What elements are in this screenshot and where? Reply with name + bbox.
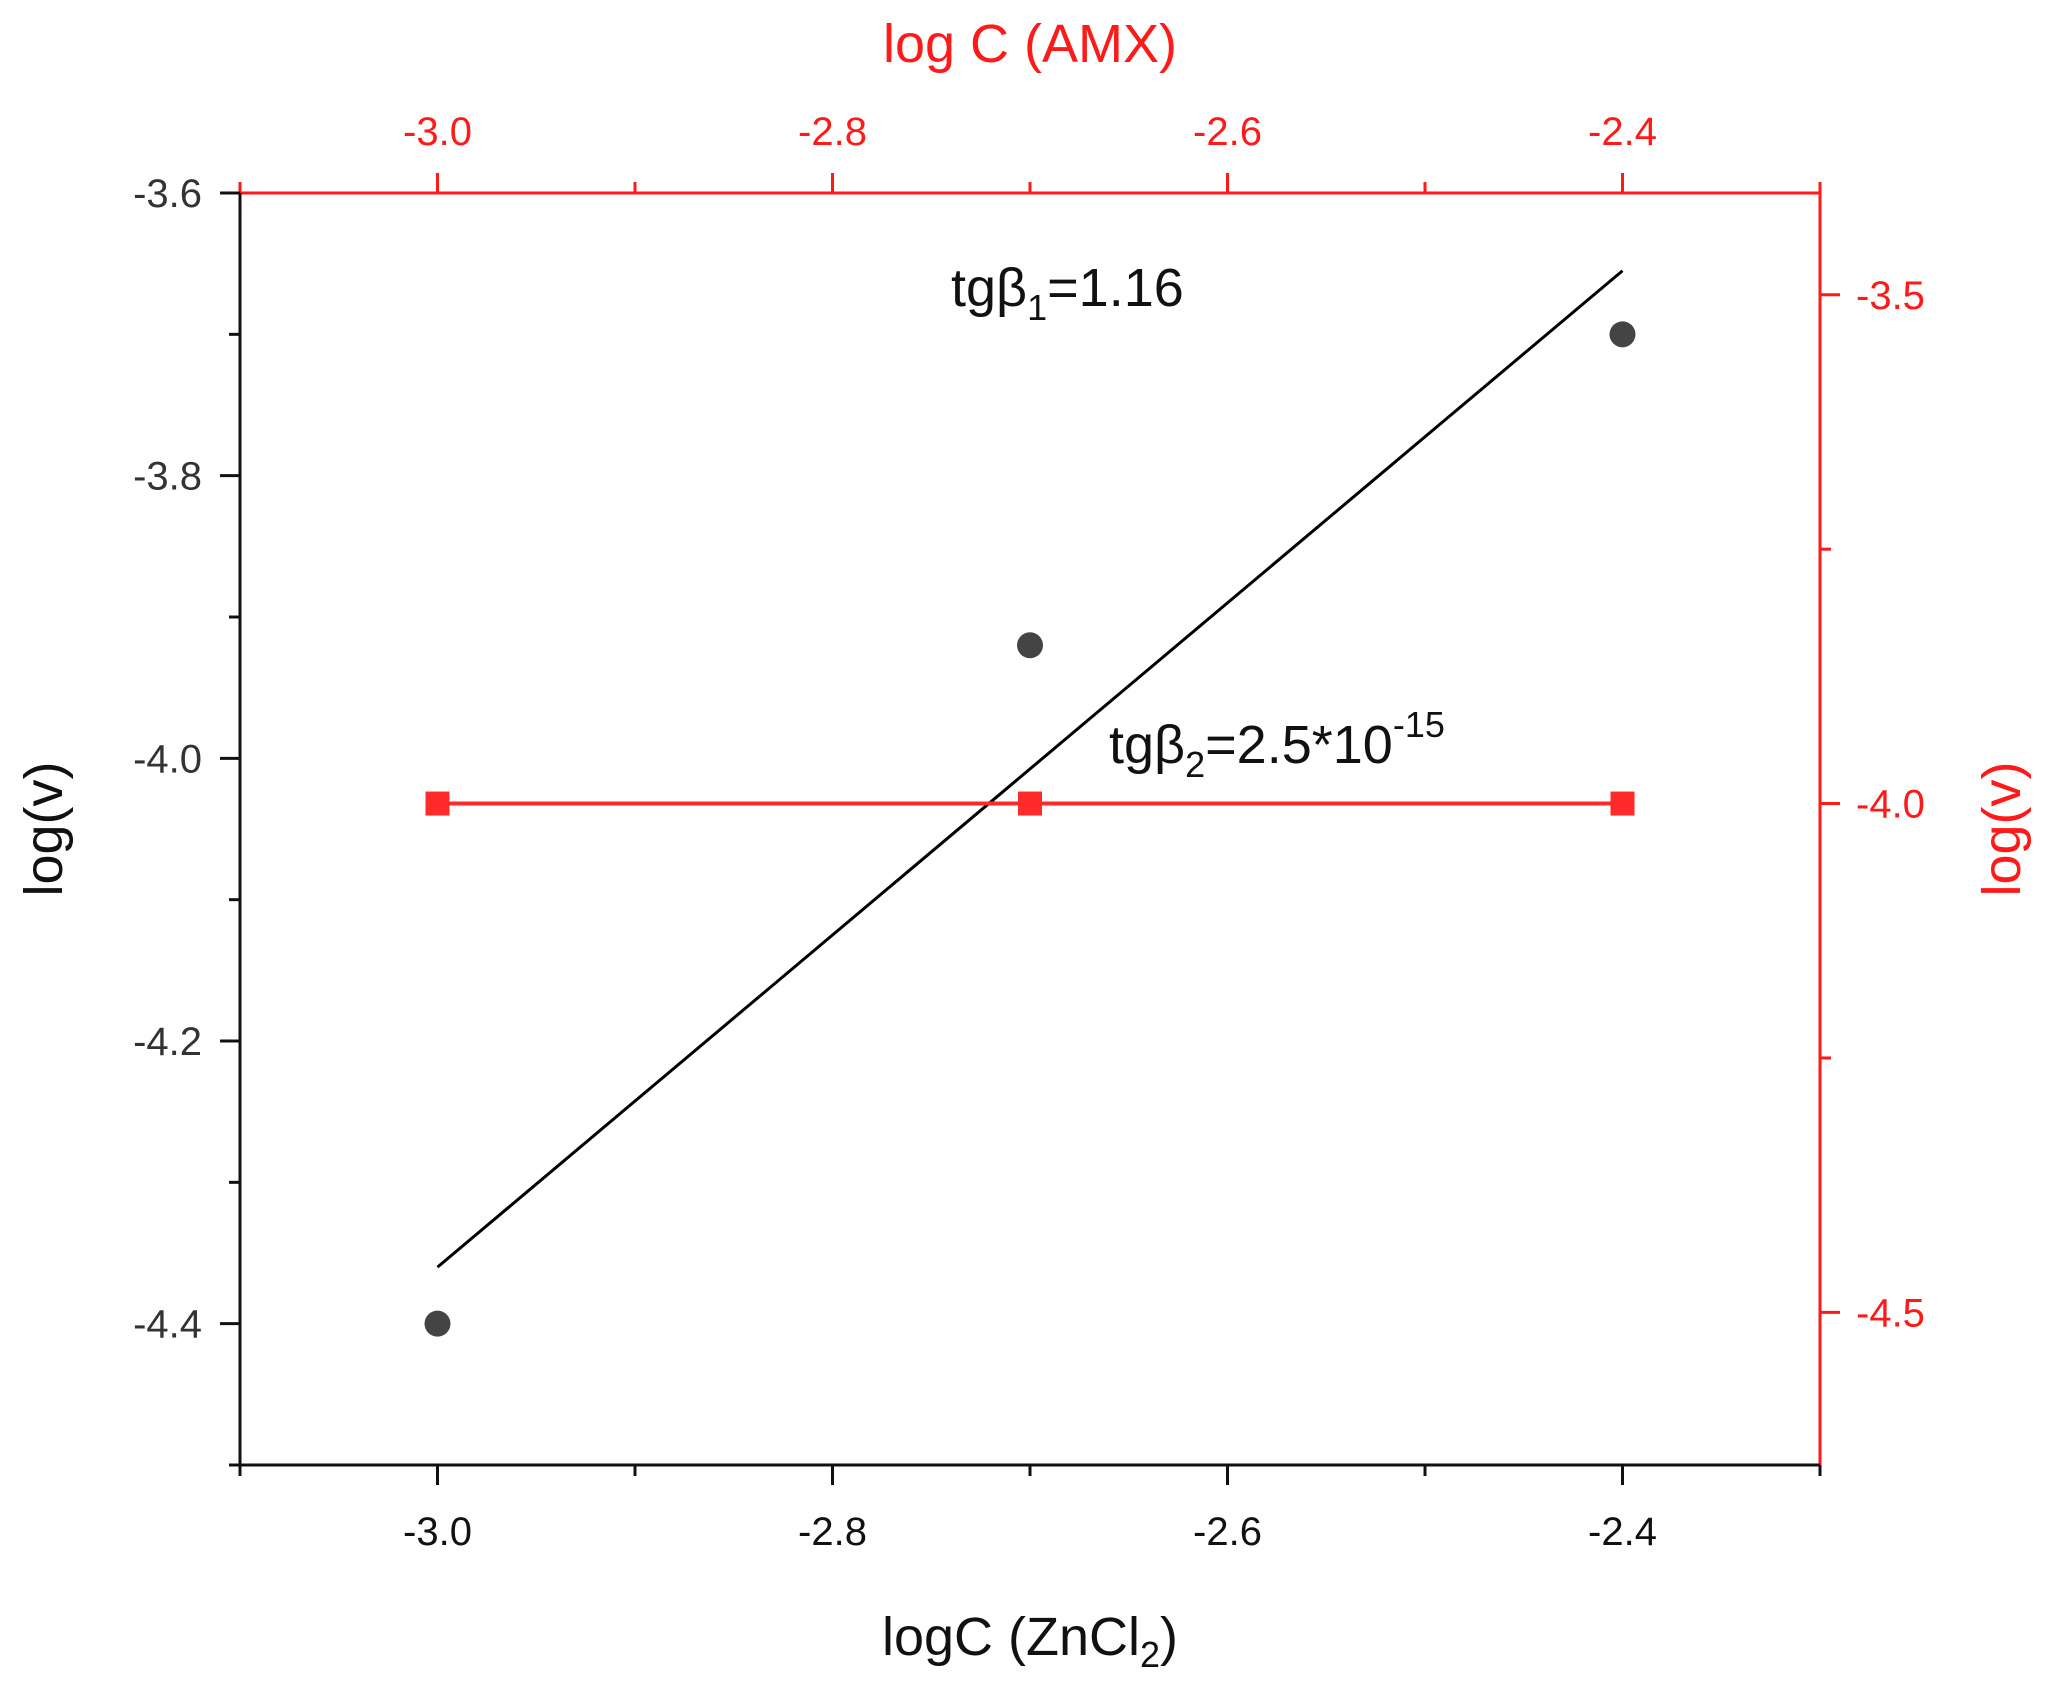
slope-annotation-2: tgβ2=2.5*10-15 (1109, 704, 1445, 785)
series-layer (424, 269, 1636, 1337)
series-1-fit-line (436, 269, 1624, 1269)
left-tick-label: -4.2 (133, 1020, 202, 1064)
bottom-tick-label: -2.4 (1588, 1510, 1657, 1554)
top-axis-ticks: -3.0 -2.8 -2.6 -2.4 (238, 110, 1822, 193)
bottom-axis-ticks: -3.0 -2.8 -2.6 -2.4 (238, 1465, 1822, 1554)
slope-annotation-1: tgβ1=1.16 (951, 258, 1184, 328)
annotation-1-suffix: =1.16 (1047, 258, 1184, 318)
series-2-point (1018, 791, 1042, 816)
annotation-2-suffix: =2.5*10 (1205, 715, 1393, 775)
series-1-point (1609, 321, 1636, 348)
annotation-2-prefix: tgβ (1109, 715, 1185, 775)
axes-frame (238, 191, 1822, 1467)
series-2-point (425, 791, 450, 816)
annotation-2-sub: 2 (1185, 744, 1205, 785)
top-tick-label: -2.6 (1193, 110, 1262, 154)
top-tick-label: -2.8 (798, 110, 867, 154)
series-1-point (424, 1310, 451, 1337)
bottom-tick-label: -3.0 (403, 1510, 472, 1554)
left-tick-label: -3.6 (133, 172, 202, 216)
right-tick-label: -4.5 (1856, 1291, 1925, 1335)
left-axis-title: log(v) (14, 761, 74, 896)
left-tick-label: -3.8 (133, 455, 202, 499)
right-axis-title: log(v) (1972, 761, 2032, 896)
bottom-axis-title-end: ) (1160, 1607, 1178, 1667)
annotation-1-sub: 1 (1027, 287, 1047, 328)
annotation-2-sup: -15 (1393, 704, 1445, 745)
bottom-axis-title-main: logC (ZnCl (882, 1607, 1140, 1667)
right-axis-ticks: -3.5 -4.0 -4.5 (1820, 274, 1925, 1335)
top-axis-title: log C (AMX) (883, 14, 1177, 74)
left-axis-ticks: -3.6 -3.8 -4.0 -4.2 -4.4 (133, 172, 240, 1467)
series-2-point (1610, 791, 1635, 816)
top-tick-label: -3.0 (403, 110, 472, 154)
top-tick-label: -2.4 (1588, 110, 1657, 154)
annotation-1-prefix: tgβ (951, 258, 1027, 318)
bottom-tick-label: -2.6 (1193, 1510, 1262, 1554)
bottom-tick-label: -2.8 (798, 1510, 867, 1554)
bottom-axis-title: logC (ZnCl2) (882, 1607, 1178, 1675)
right-tick-label: -4.0 (1856, 783, 1925, 827)
bottom-axis-title-sub: 2 (1140, 1634, 1160, 1675)
right-tick-label: -3.5 (1856, 274, 1925, 318)
left-tick-label: -4.0 (133, 737, 202, 781)
series-1-point (1017, 632, 1043, 659)
left-tick-label: -4.4 (133, 1303, 202, 1347)
